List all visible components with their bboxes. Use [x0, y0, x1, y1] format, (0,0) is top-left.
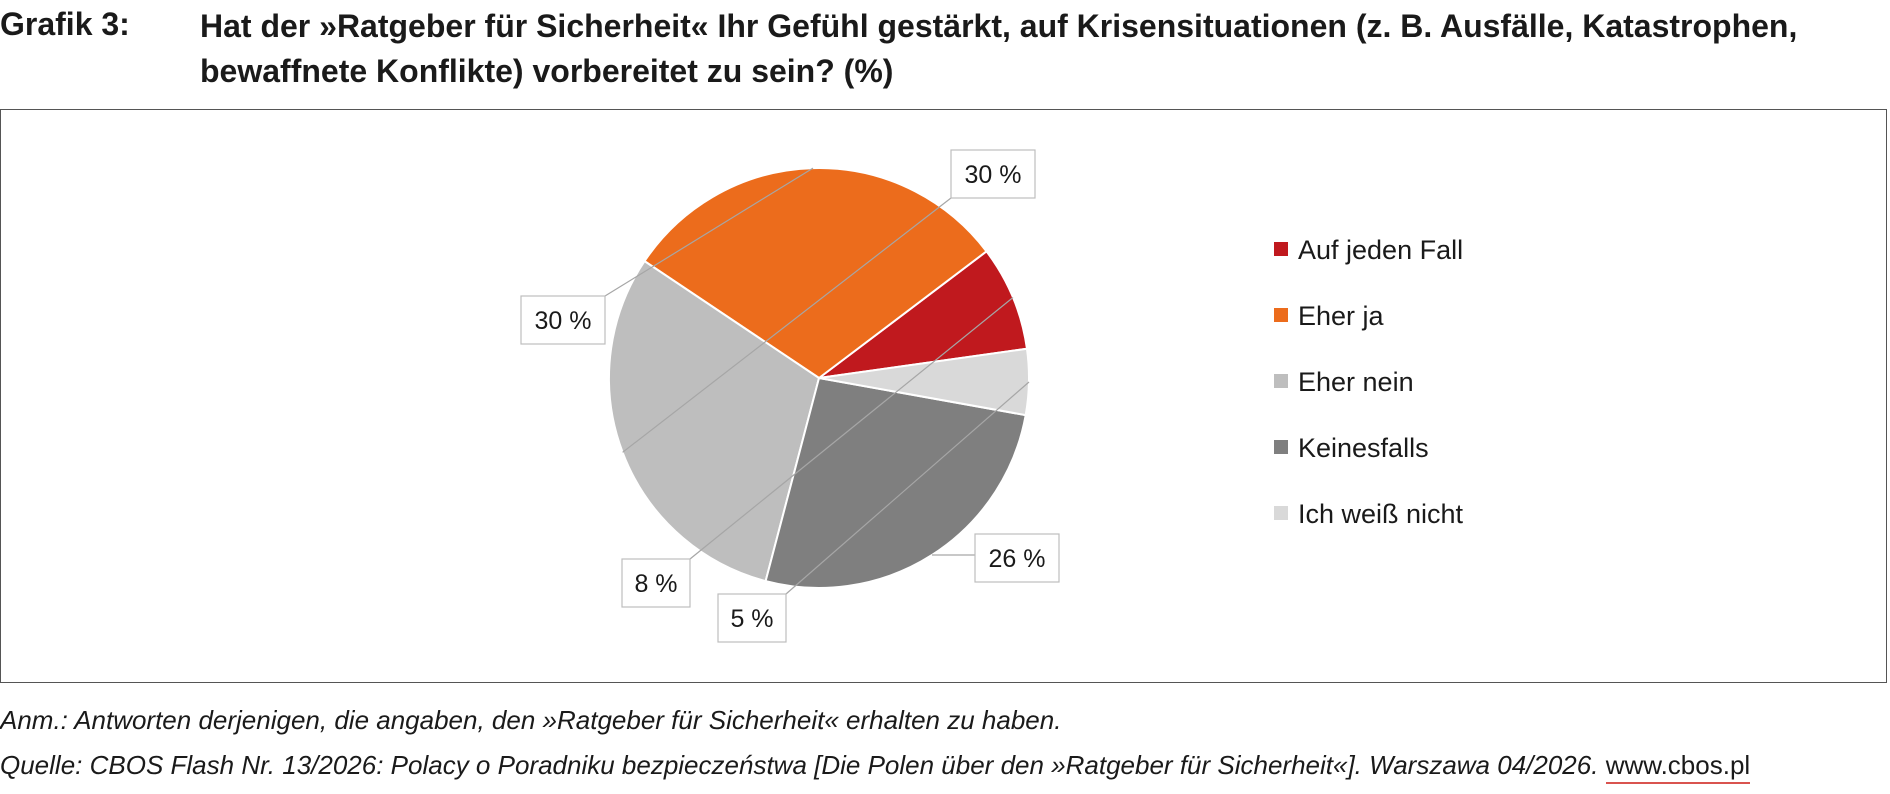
leader-line [604, 167, 814, 297]
data-label-box [717, 593, 787, 643]
legend-swatch-ich-weiss-nicht [1274, 506, 1288, 520]
data-label: 26 % [974, 533, 1060, 583]
pie-slice-eher-nein [608, 259, 821, 583]
pie-chart: 8 % 30 % 30 % 26 % 5 % Auf jeden Fall Eher ja E… [520, 149, 1464, 643]
legend-swatch-auf-jeden-fall [1274, 242, 1288, 256]
figure-number: Grafik 3: [0, 6, 130, 42]
legend-label-ich-weiss-nicht: Ich weiß nicht [1298, 499, 1464, 529]
legend-swatch-eher-ja [1274, 308, 1288, 322]
figure-header: Grafik 3: Hat der »Ratgeber für Sicherhe… [0, 4, 1890, 94]
figure-title: Hat der »Ratgeber für Sicherheit« Ihr Ge… [200, 8, 1798, 89]
data-label-text: 8 % [634, 570, 677, 598]
data-label-box [520, 295, 606, 345]
leader-line [689, 297, 1014, 560]
data-label-box [621, 558, 691, 608]
source-note: Quelle: CBOS Flash Nr. 13/2026: Polacy o… [0, 749, 1751, 784]
data-label: 8 % [621, 558, 691, 608]
annotation-note: Anm.: Antworten derjenigen, die angaben,… [0, 705, 1062, 735]
legend-label-keinesfalls: Keinesfalls [1298, 433, 1429, 463]
data-label-text: 30 % [965, 161, 1022, 189]
data-label-text: 5 % [730, 605, 773, 633]
pie-slice-eher-ja [643, 167, 988, 380]
data-label-text: 26 % [989, 545, 1046, 573]
cbos-link[interactable]: www.cbos.pl [1605, 750, 1751, 784]
legend-label-auf-jeden-fall: Auf jeden Fall [1298, 235, 1463, 265]
data-label-box [974, 533, 1060, 583]
legend-swatch-eher-nein [1274, 374, 1288, 388]
chart-frame: 8 % 30 % 30 % 26 % 5 % Auf jeden Fall Eher ja E… [0, 109, 1887, 683]
legend-swatch-keinesfalls [1274, 440, 1288, 454]
data-label: 30 % [950, 149, 1036, 199]
leader-line [785, 381, 1030, 595]
pie-slice-keinesfalls [764, 376, 1027, 589]
data-label: 30 % [520, 295, 606, 345]
source-text: Quelle: CBOS Flash Nr. 13/2026: Polacy o… [0, 750, 1599, 780]
data-label-box [950, 149, 1036, 199]
data-label-text: 30 % [535, 307, 592, 335]
legend-label-eher-ja: Eher ja [1298, 301, 1385, 331]
data-label: 5 % [717, 593, 787, 643]
legend-label-eher-nein: Eher nein [1298, 367, 1414, 397]
leader-line [622, 197, 952, 453]
